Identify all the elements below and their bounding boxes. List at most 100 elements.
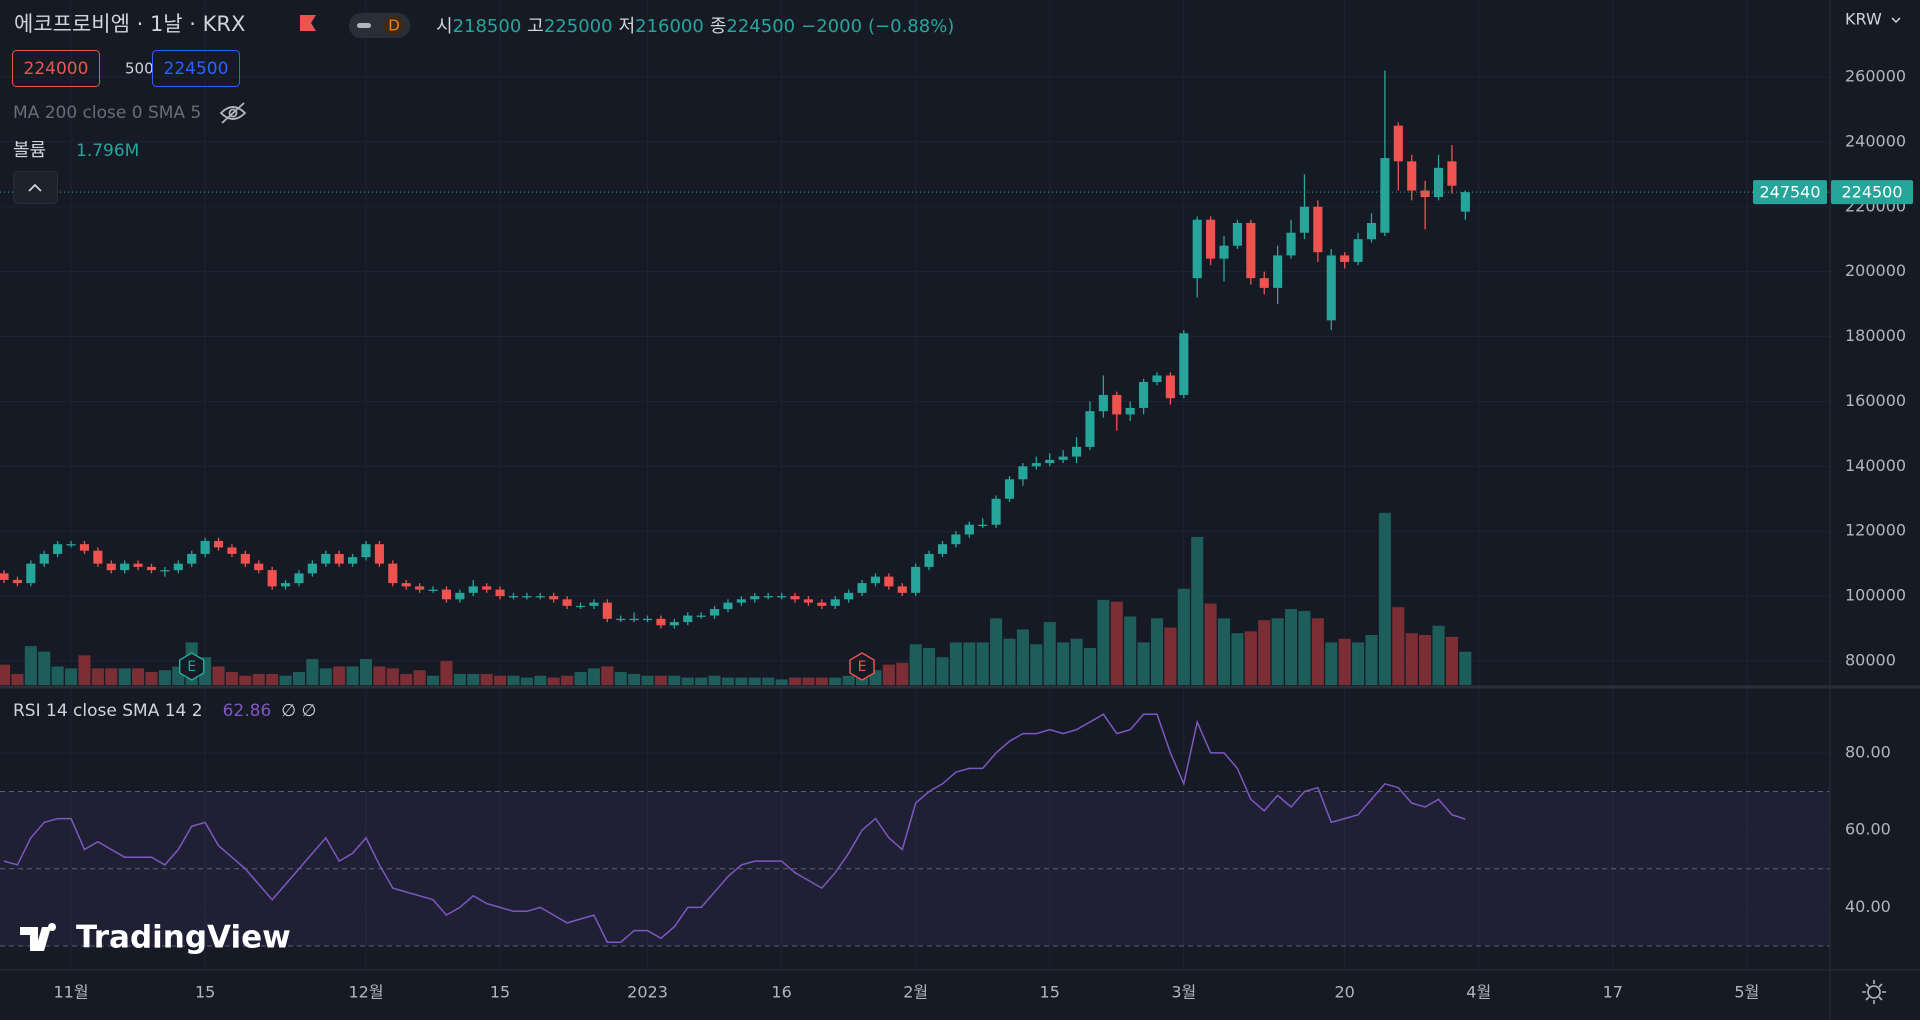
currency-selector[interactable]: KRW: [1845, 10, 1882, 29]
candle-body: [468, 586, 478, 593]
candle-body: [870, 576, 881, 584]
volume-bar: [51, 666, 64, 685]
volume-legend[interactable]: 볼륨: [13, 140, 46, 161]
volume-bar: [829, 677, 842, 685]
volume-bar: [306, 659, 319, 685]
rsi-tick-label: 80.00: [1845, 742, 1891, 761]
candle-body: [924, 553, 934, 567]
volume-bar: [145, 672, 158, 685]
candle-body: [281, 583, 291, 587]
volume-bar: [882, 664, 895, 685]
candle-body: [1380, 158, 1390, 233]
candle-body: [495, 589, 505, 597]
buy-price: 224500: [164, 59, 229, 79]
volume-bar: [923, 647, 936, 685]
volume-bar: [480, 673, 493, 685]
volume-bar: [319, 668, 332, 685]
earnings-marker: [178, 652, 205, 681]
volume-bar: [681, 677, 694, 685]
price-tag-box: [1753, 180, 1827, 205]
volume-bar: [1043, 622, 1056, 685]
candle-body: [1139, 381, 1149, 408]
symbol-title[interactable]: 에코프로비엠 · 1날 · KRX: [14, 12, 245, 36]
volume-bar: [815, 677, 828, 685]
volume-bar: [748, 677, 761, 685]
collapse-icon: [28, 183, 42, 192]
volume-bar: [547, 677, 560, 685]
candle-body: [294, 573, 304, 584]
candle-body: [575, 605, 586, 608]
candle-body: [535, 596, 545, 598]
quantity[interactable]: 500: [125, 60, 154, 78]
volume-bar: [0, 664, 11, 685]
price-tick-label: 80000: [1845, 650, 1896, 669]
candle-body: [267, 570, 277, 587]
time-tick-label: 15: [195, 983, 215, 1002]
price-tick-label: 100000: [1845, 586, 1906, 605]
ma-legend[interactable]: MA 200 close 0 SMA 5: [13, 103, 201, 123]
volume-bar: [467, 673, 480, 685]
candle-body: [1299, 206, 1310, 233]
candle-body: [1206, 219, 1216, 259]
rsi-value: 62.86: [223, 701, 272, 721]
volume-bar: [1016, 629, 1029, 685]
time-tick-label: 2023: [627, 983, 668, 1002]
volume-bar: [788, 677, 802, 685]
flag-icon[interactable]: [300, 15, 316, 31]
close-value: 224500: [726, 16, 795, 37]
volume-bar: [1191, 536, 1204, 685]
price-tick-label: 200000: [1845, 261, 1906, 280]
candle-body: [146, 566, 157, 571]
price-tick-label: 240000: [1845, 131, 1906, 150]
volume-bar: [963, 642, 976, 685]
candle-body: [374, 544, 384, 564]
volume-bar: [333, 666, 346, 685]
volume-bar: [976, 642, 989, 685]
candle-body: [254, 563, 264, 571]
candle-body: [656, 618, 666, 626]
candle-body: [482, 586, 492, 590]
candle-body: [200, 540, 210, 554]
volume-bar: [614, 672, 627, 685]
candle-body: [830, 599, 840, 606]
rsi-legend[interactable]: RSI 14 close SMA 14 2 62.86 ∅ ∅: [13, 701, 316, 721]
time-tick-label: 16: [771, 983, 791, 1002]
close-label: 종: [710, 16, 727, 37]
candle-body: [1420, 190, 1430, 198]
volume-bar: [24, 646, 37, 685]
candle-body: [911, 566, 921, 593]
volume-bar: [132, 668, 145, 685]
settings-icon[interactable]: [1862, 980, 1886, 1004]
watermark-logo: TradingView: [20, 920, 291, 956]
candle-body: [1152, 375, 1162, 382]
collapse-button[interactable]: [13, 171, 58, 204]
volume-bar: [1445, 636, 1458, 685]
volume-bar: [1124, 616, 1137, 685]
volume-bar: [292, 672, 305, 685]
open-label: 시: [436, 16, 453, 37]
candle-body: [683, 615, 693, 623]
time-tick-label: 20: [1335, 983, 1355, 1002]
candle-body: [1165, 375, 1175, 399]
candle-body: [1045, 459, 1055, 464]
candle-body: [1112, 394, 1122, 415]
candle-body: [1313, 206, 1323, 253]
open-value: 218500: [453, 16, 522, 37]
rsi-line: [3, 713, 1466, 943]
volume-bar: [775, 679, 788, 685]
candle-body: [441, 589, 451, 600]
candle-body: [857, 583, 867, 593]
candle-body: [978, 524, 988, 527]
sell-button[interactable]: [12, 50, 100, 87]
buy-button[interactable]: [152, 50, 240, 87]
volume-bar: [520, 677, 533, 685]
candle-body: [602, 602, 612, 619]
candle-body: [1273, 255, 1283, 288]
hidden-icon[interactable]: [219, 102, 247, 124]
candle-body: [1447, 161, 1457, 186]
volume-bar: [494, 675, 507, 685]
candle-body: [1353, 239, 1363, 262]
candle-body: [213, 540, 224, 548]
volume-bar: [1271, 618, 1284, 685]
